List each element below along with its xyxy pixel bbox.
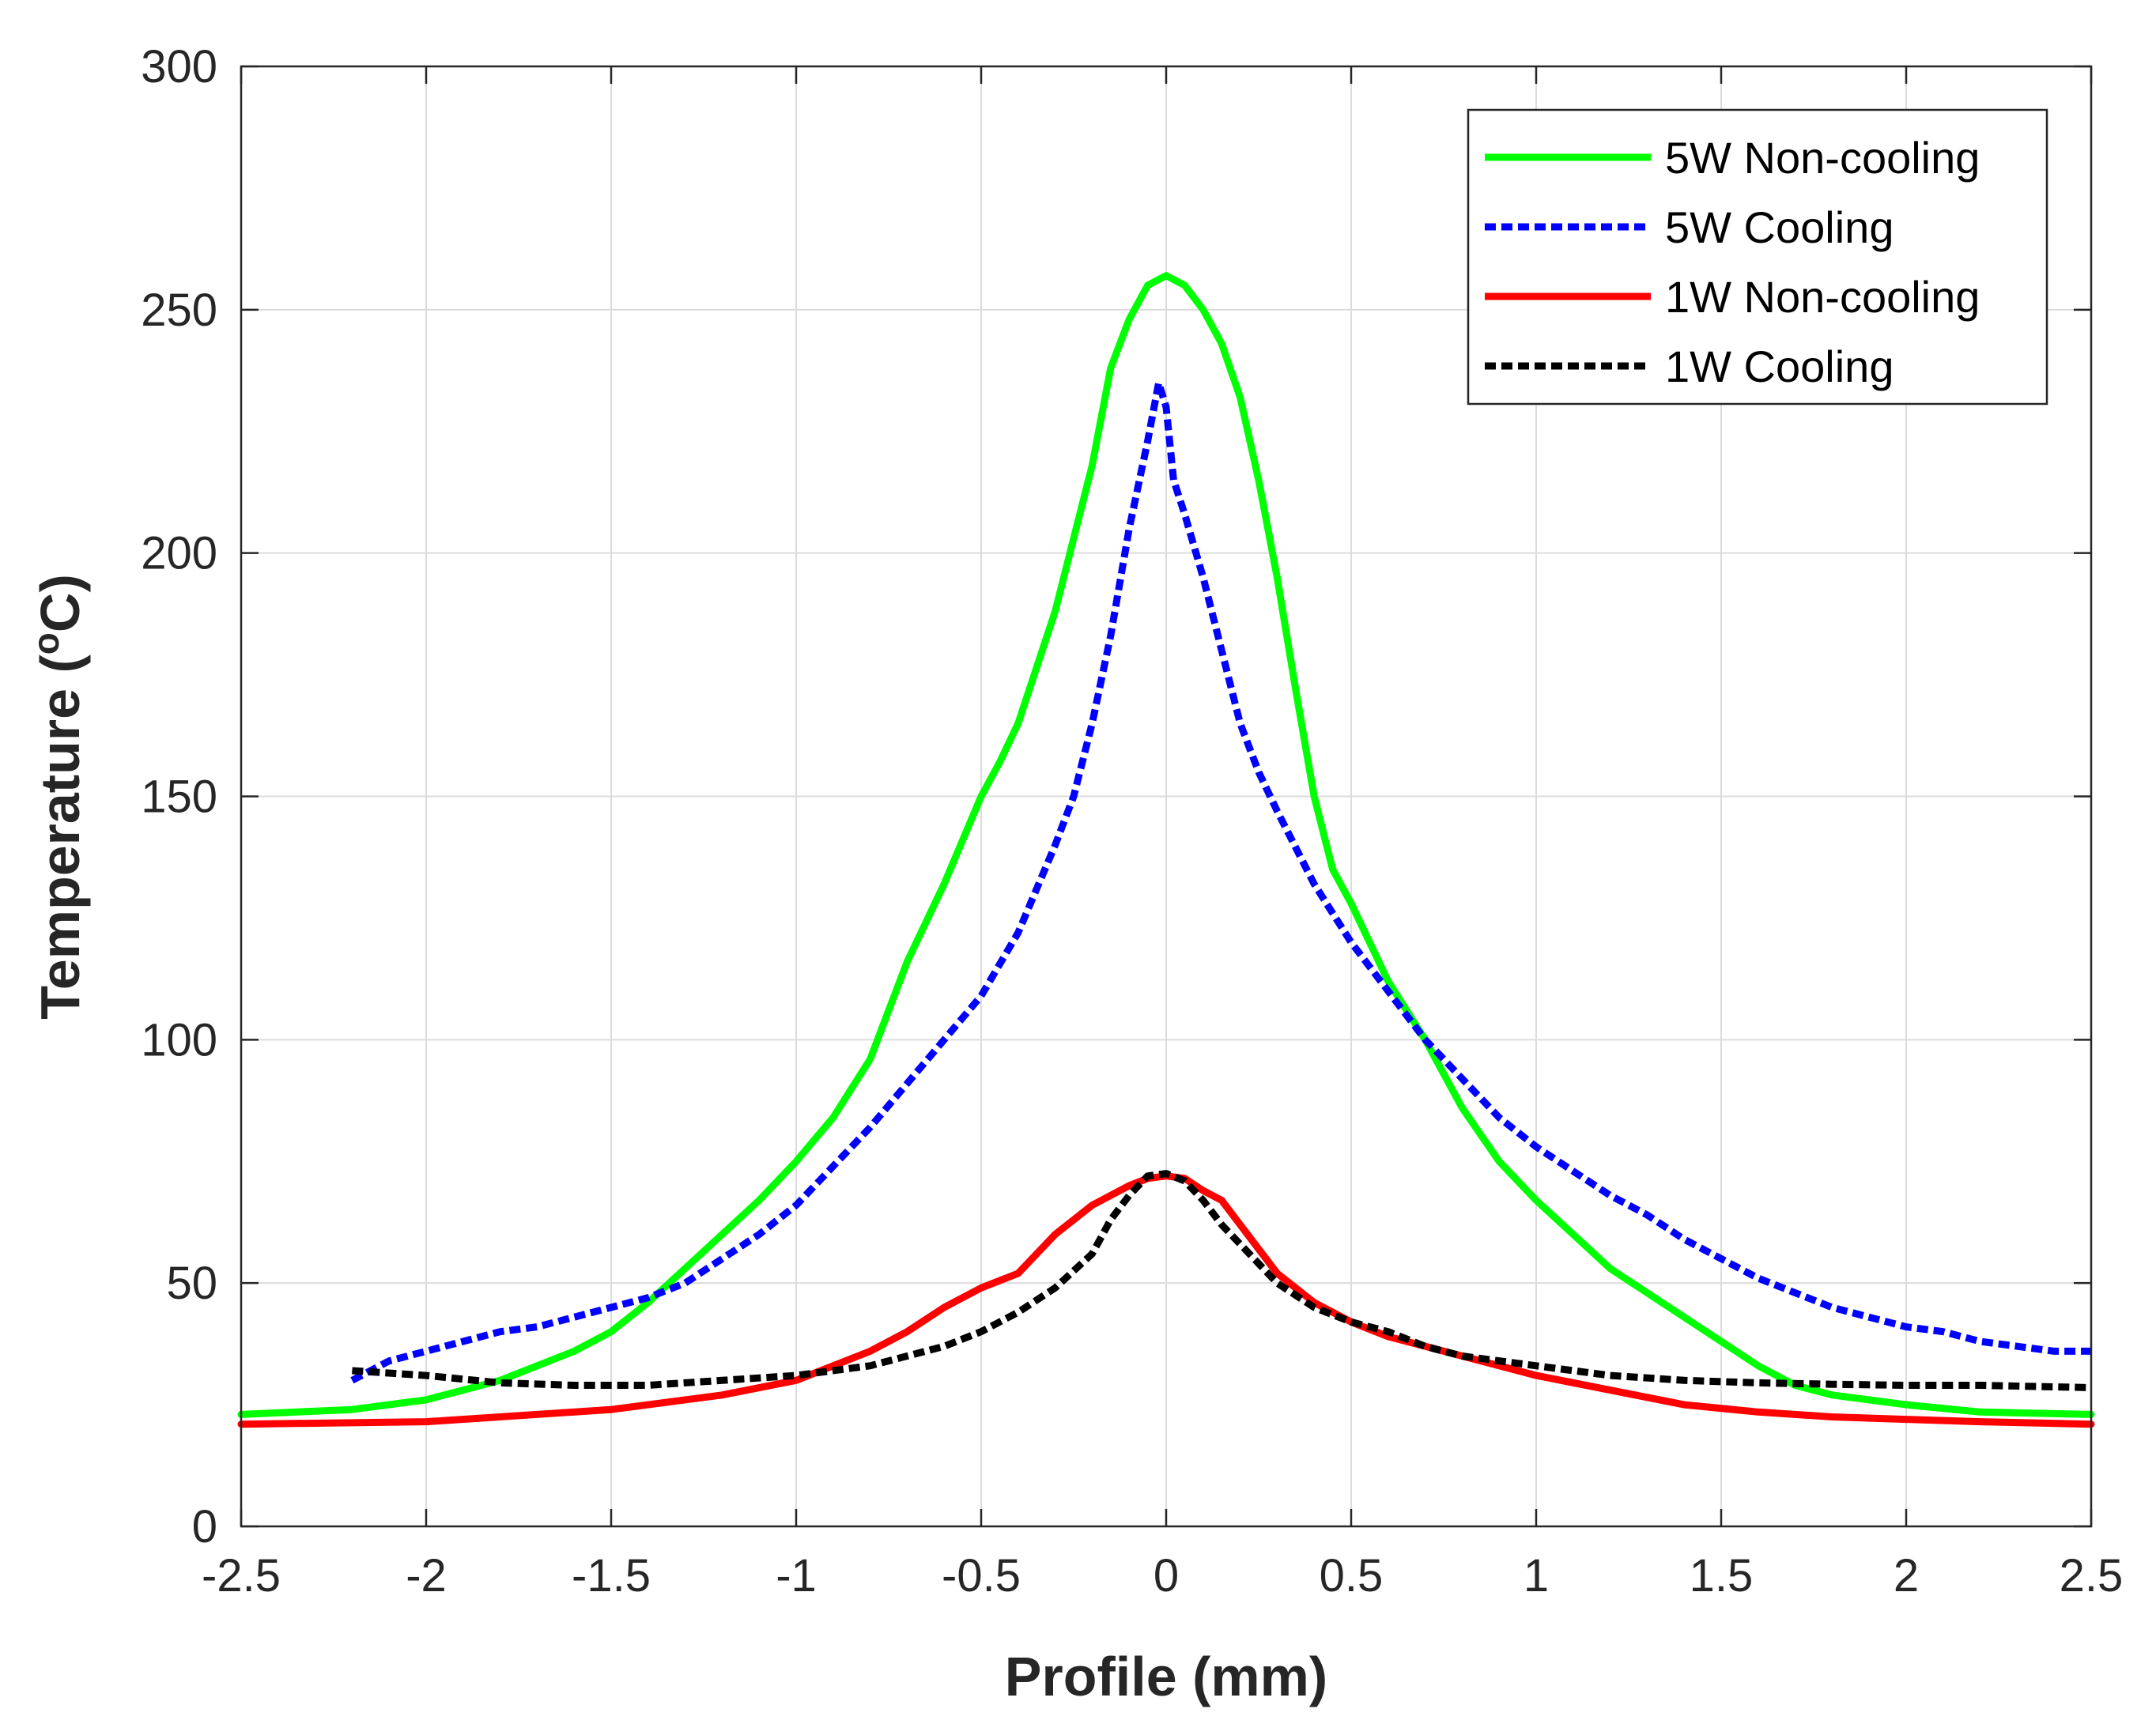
x-tick-label: -1.5 (572, 1550, 651, 1601)
y-axis-title-superscript: o (25, 632, 66, 655)
x-axis-title: Profile (mm) (1005, 1646, 1327, 1707)
x-tick-label: -2.5 (202, 1550, 281, 1601)
ticks: -2.5 -2 -1.5 -1 -0.5 0 0.5 1 1.5 2 2.5 0 50 100 150 200… (141, 41, 2123, 1601)
y-tick-label: 100 (141, 1014, 217, 1066)
y-tick-label: 300 (141, 41, 217, 92)
series-line-5w-cooling (350, 379, 2091, 1384)
legend: 5W Non-cooling 5W Cooling 1W Non-cooling 1W… (1467, 108, 2048, 406)
y-tick-label: 200 (141, 528, 217, 579)
x-tick-label: 1 (1524, 1550, 1549, 1601)
series-line-1w-cooling (352, 1170, 2092, 1391)
legend-label: 1W Non-cooling (1665, 272, 1980, 322)
y-axis-title-unit: C) (29, 574, 91, 632)
x-tick-label: -2 (406, 1550, 447, 1601)
x-tick-label: 2 (1894, 1550, 1919, 1601)
x-tick-label: -0.5 (942, 1550, 1021, 1601)
x-tick-label: 1.5 (1690, 1550, 1754, 1601)
series-line-5w-non-cooling (237, 272, 2095, 1418)
y-tick-label: 150 (141, 771, 217, 823)
x-tick-label: 0 (1154, 1550, 1179, 1601)
x-tick-label: 0.5 (1320, 1550, 1384, 1601)
legend-label: 1W Cooling (1665, 341, 1894, 391)
x-tick-label: -1 (776, 1550, 817, 1601)
x-tick-label: 2.5 (2060, 1550, 2124, 1601)
y-tick-label: 50 (166, 1258, 217, 1309)
legend-label: 5W Cooling (1665, 202, 1894, 252)
y-tick-label: 0 (192, 1501, 217, 1552)
y-tick-label: 250 (141, 285, 217, 336)
y-axis-title: Temperature (oC) (25, 574, 91, 1020)
legend-label: 5W Non-cooling (1665, 133, 1980, 183)
y-axis-title-main: Temperature ( (29, 655, 91, 1020)
series-line-1w-non-cooling (237, 1172, 2095, 1428)
series-lines (237, 272, 2095, 1428)
